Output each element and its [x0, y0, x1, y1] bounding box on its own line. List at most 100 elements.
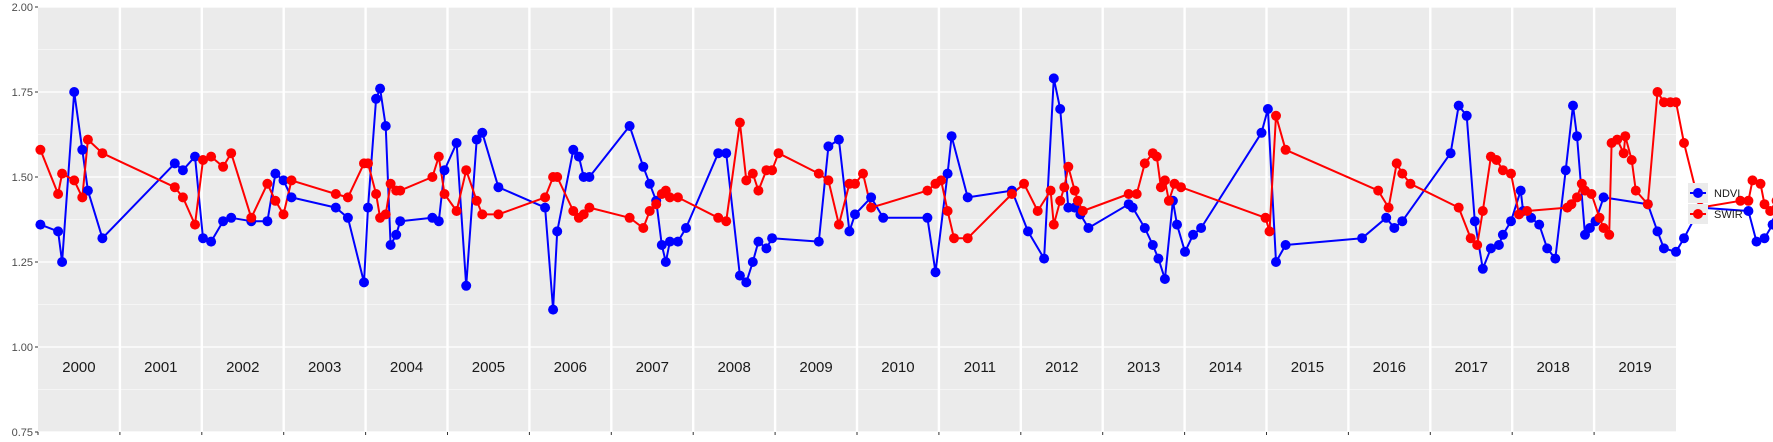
data-point-ndvi — [35, 219, 46, 230]
year-label: 2013 — [1127, 359, 1160, 376]
data-point-swir — [1522, 206, 1533, 216]
data-point-ndvi — [823, 141, 834, 152]
data-point-swir — [1373, 185, 1384, 196]
data-point-swir — [1477, 206, 1488, 216]
data-point-ndvi — [371, 93, 382, 104]
data-point-ndvi — [433, 216, 444, 227]
data-point-swir — [651, 199, 662, 210]
year-label: 2014 — [1209, 359, 1242, 376]
data-point-swir — [1620, 131, 1631, 142]
data-point-swir — [461, 165, 472, 176]
data-point-swir — [1604, 229, 1615, 240]
year-label: 2018 — [1536, 359, 1569, 376]
data-point-swir — [1397, 168, 1408, 179]
legend-label-ndvi: NDVI — [1714, 188, 1740, 200]
data-point-swir — [1139, 158, 1150, 169]
data-point-swir — [439, 189, 450, 199]
data-point-ndvi — [753, 236, 764, 247]
data-point-swir — [540, 192, 551, 203]
x-axis-year-labels: 2000 2001 2002 2003 2004 2005 2006 2007 2008 2009… — [37, 359, 1652, 435]
data-point-ndvi — [656, 240, 667, 250]
data-point-swir — [638, 223, 649, 233]
data-point-ndvi — [1039, 253, 1050, 264]
data-point-ndvi — [568, 144, 579, 155]
data-point-ndvi — [638, 161, 649, 172]
data-point-swir — [1497, 165, 1508, 176]
data-point-swir — [753, 185, 764, 196]
data-point-ndvi — [395, 216, 406, 227]
data-point-ndvi — [1506, 216, 1516, 227]
data-point-ndvi — [922, 212, 933, 223]
data-point-ndvi — [664, 236, 675, 247]
data-point-swir — [747, 168, 758, 179]
data-point-swir — [433, 151, 444, 162]
data-point-swir — [190, 219, 200, 230]
data-point-ndvi — [713, 148, 724, 159]
data-point-swir — [218, 161, 229, 172]
y-tick-label: 1.75 — [12, 87, 33, 99]
data-point-ndvi — [82, 185, 93, 196]
data-point-ndvi — [206, 236, 217, 247]
data-point-swir — [1006, 189, 1017, 199]
data-point-ndvi — [1147, 240, 1158, 250]
data-point-ndvi — [1172, 219, 1182, 230]
data-point-swir — [823, 175, 834, 186]
data-point-swir — [858, 168, 868, 179]
data-point-ndvi — [672, 236, 683, 247]
data-point-ndvi — [359, 277, 369, 288]
data-point-swir — [1465, 233, 1476, 244]
data-point-ndvi — [1461, 110, 1472, 121]
data-point-swir — [1019, 178, 1029, 189]
data-point-ndvi — [97, 233, 108, 244]
data-point-ndvi — [69, 87, 80, 97]
data-point-swir — [427, 172, 438, 182]
data-point-swir — [578, 209, 589, 220]
data-point-swir — [568, 206, 579, 216]
data-point-swir — [169, 182, 180, 193]
data-point-swir — [552, 172, 563, 182]
data-point-ndvi — [1048, 73, 1059, 84]
data-point-swir — [53, 189, 64, 199]
data-point-swir — [1045, 185, 1056, 196]
data-point-swir — [69, 175, 80, 186]
legend-key-marker — [1693, 209, 1703, 219]
data-point-swir — [493, 209, 504, 220]
data-point-ndvi — [540, 202, 551, 213]
data-point-swir — [57, 168, 68, 179]
data-point-swir — [77, 192, 88, 203]
data-point-ndvi — [461, 280, 472, 291]
data-point-ndvi — [1560, 165, 1571, 176]
data-point-swir — [741, 175, 752, 186]
data-point-swir — [371, 189, 382, 199]
data-point-ndvi — [844, 226, 855, 237]
data-point-ndvi — [741, 277, 752, 288]
data-point-swir — [1626, 155, 1637, 165]
data-point-ndvi — [477, 127, 488, 138]
data-point-ndvi — [439, 165, 450, 176]
data-point-swir — [713, 212, 724, 223]
year-label: 2009 — [799, 359, 832, 376]
data-point-swir — [35, 144, 46, 155]
data-point-swir — [1566, 199, 1577, 210]
data-point-ndvi — [878, 212, 889, 223]
data-point-ndvi — [721, 148, 732, 159]
data-point-swir — [1069, 185, 1080, 196]
y-tick-label: 2.00 — [12, 2, 33, 14]
data-point-swir — [1063, 161, 1074, 172]
y-axis: 0.75 1.00 1.25 1.50 1.75 2.00 — [12, 2, 38, 439]
data-point-swir — [773, 148, 784, 159]
data-point-swir — [1391, 158, 1402, 169]
data-point-ndvi — [1023, 226, 1033, 237]
data-point-ndvi — [1139, 223, 1150, 233]
data-point-swir — [1514, 209, 1524, 220]
data-point-ndvi — [1743, 206, 1754, 216]
data-point-ndvi — [1469, 216, 1480, 227]
data-point-swir — [198, 155, 208, 165]
data-point-ndvi — [584, 172, 595, 182]
data-point-swir — [451, 206, 462, 216]
data-point-swir — [1163, 195, 1174, 206]
data-point-ndvi — [218, 216, 229, 227]
data-point-ndvi — [946, 131, 957, 142]
data-point-swir — [734, 117, 745, 128]
data-point-swir — [1747, 175, 1758, 186]
